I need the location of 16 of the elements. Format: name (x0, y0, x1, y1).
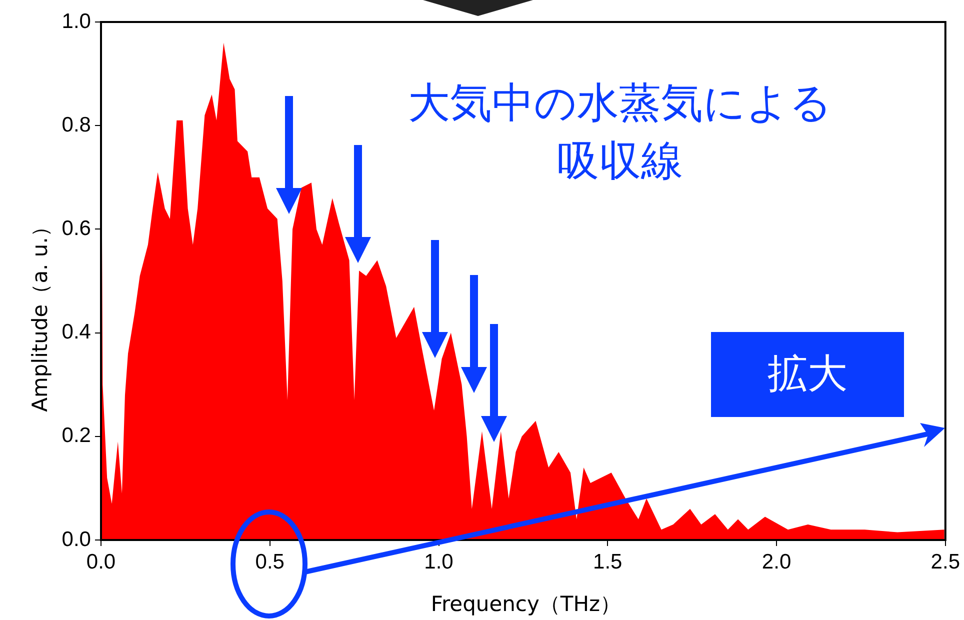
y-axis-title: Amplitude（a. u.） (27, 215, 53, 414)
x-tick-label: 0.0 (86, 550, 116, 574)
y-tick-label: 1.0 (62, 10, 91, 33)
y-tick-label: 0.6 (62, 216, 91, 240)
x-tick-label: 0.5 (255, 550, 284, 574)
y-tick-label: 0.0 (62, 528, 91, 551)
y-tick-label: 0.8 (62, 113, 91, 136)
annotation: 拡大 (711, 332, 904, 417)
x-tick-label: 1.0 (424, 550, 454, 574)
x-tick-label: 2.5 (930, 550, 960, 574)
y-tick-label: 0.2 (62, 424, 91, 448)
annotation: 大気中の水蒸気による吸収線 (407, 77, 833, 187)
y-tick-label: 0.4 (62, 320, 92, 344)
x-axis-title: Frequency（THz） (430, 591, 622, 618)
x-tick-label: 2.0 (762, 550, 792, 574)
x-tick-label: 1.5 (593, 550, 622, 574)
